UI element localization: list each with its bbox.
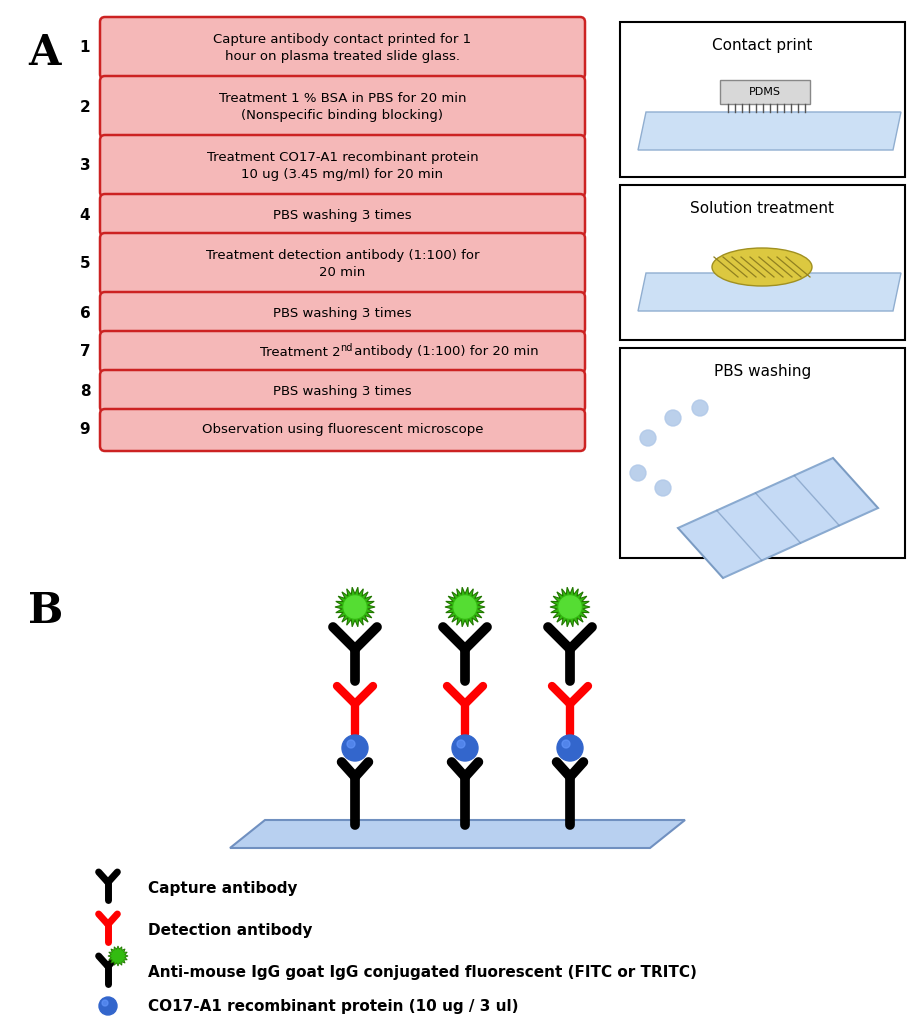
- Text: PDMS: PDMS: [748, 87, 780, 97]
- Polygon shape: [335, 587, 375, 627]
- Circle shape: [346, 740, 355, 748]
- FancyBboxPatch shape: [619, 22, 904, 177]
- Text: CO17-A1 recombinant protein (10 ug / 3 ul): CO17-A1 recombinant protein (10 ug / 3 u…: [148, 999, 518, 1014]
- Text: PBS washing 3 times: PBS washing 3 times: [273, 384, 412, 397]
- FancyBboxPatch shape: [100, 135, 584, 197]
- Circle shape: [453, 596, 475, 618]
- Text: 6: 6: [80, 306, 90, 320]
- FancyBboxPatch shape: [100, 331, 584, 373]
- Polygon shape: [108, 946, 128, 966]
- Circle shape: [559, 596, 581, 618]
- Circle shape: [556, 735, 583, 761]
- Text: 2: 2: [80, 100, 90, 115]
- FancyBboxPatch shape: [720, 80, 809, 104]
- FancyBboxPatch shape: [619, 185, 904, 340]
- Text: Anti-mouse IgG goat IgG conjugated fluorescent (FITC or TRITC): Anti-mouse IgG goat IgG conjugated fluor…: [148, 964, 696, 979]
- Text: Treatment detection antibody (1:100) for
20 min: Treatment detection antibody (1:100) for…: [206, 249, 479, 279]
- Circle shape: [344, 596, 366, 618]
- Text: Treatment CO17-A1 recombinant protein
10 ug (3.45 mg/ml) for 20 min: Treatment CO17-A1 recombinant protein 10…: [207, 151, 478, 181]
- FancyBboxPatch shape: [100, 292, 584, 334]
- FancyBboxPatch shape: [100, 233, 584, 295]
- Text: Capture antibody: Capture antibody: [148, 881, 297, 895]
- Text: Treatment 2: Treatment 2: [259, 345, 340, 359]
- Text: A: A: [28, 31, 61, 74]
- Text: 7: 7: [80, 344, 90, 360]
- Polygon shape: [637, 273, 900, 311]
- Text: Treatment 1 % BSA in PBS for 20 min
(Nonspecific binding blocking): Treatment 1 % BSA in PBS for 20 min (Non…: [219, 92, 466, 122]
- Text: Observation using fluorescent microscope: Observation using fluorescent microscope: [201, 424, 482, 437]
- Text: PBS washing 3 times: PBS washing 3 times: [273, 307, 412, 319]
- Text: PBS washing: PBS washing: [713, 364, 811, 379]
- Text: 1: 1: [80, 41, 90, 56]
- Text: 3: 3: [80, 158, 90, 174]
- FancyBboxPatch shape: [100, 370, 584, 412]
- Text: PBS washing 3 times: PBS washing 3 times: [273, 208, 412, 221]
- Text: Contact print: Contact print: [711, 38, 811, 53]
- Text: 5: 5: [80, 256, 90, 271]
- FancyBboxPatch shape: [100, 194, 584, 236]
- Text: 4: 4: [80, 207, 90, 223]
- Circle shape: [102, 1000, 108, 1006]
- FancyBboxPatch shape: [619, 348, 904, 558]
- Circle shape: [99, 997, 117, 1015]
- Text: nd: nd: [340, 343, 353, 353]
- Circle shape: [451, 735, 478, 761]
- Circle shape: [342, 735, 368, 761]
- FancyBboxPatch shape: [100, 76, 584, 138]
- Text: 9: 9: [80, 423, 90, 438]
- Circle shape: [562, 740, 570, 748]
- Polygon shape: [230, 820, 685, 848]
- Circle shape: [654, 480, 670, 496]
- FancyBboxPatch shape: [100, 17, 584, 79]
- Text: B: B: [28, 590, 63, 632]
- Text: antibody (1:100) for 20 min: antibody (1:100) for 20 min: [350, 345, 539, 359]
- Text: Solution treatment: Solution treatment: [690, 201, 834, 216]
- FancyBboxPatch shape: [100, 409, 584, 451]
- Polygon shape: [550, 587, 589, 627]
- Polygon shape: [677, 458, 877, 578]
- Circle shape: [664, 410, 680, 426]
- Circle shape: [691, 400, 708, 416]
- Circle shape: [640, 430, 655, 446]
- Polygon shape: [445, 587, 484, 627]
- Circle shape: [457, 740, 464, 748]
- Polygon shape: [637, 112, 900, 150]
- Ellipse shape: [711, 248, 811, 285]
- Circle shape: [630, 465, 645, 481]
- Text: Detection antibody: Detection antibody: [148, 923, 312, 938]
- Text: 8: 8: [80, 383, 90, 398]
- Text: Capture antibody contact printed for 1
hour on plasma treated slide glass.: Capture antibody contact printed for 1 h…: [213, 33, 471, 63]
